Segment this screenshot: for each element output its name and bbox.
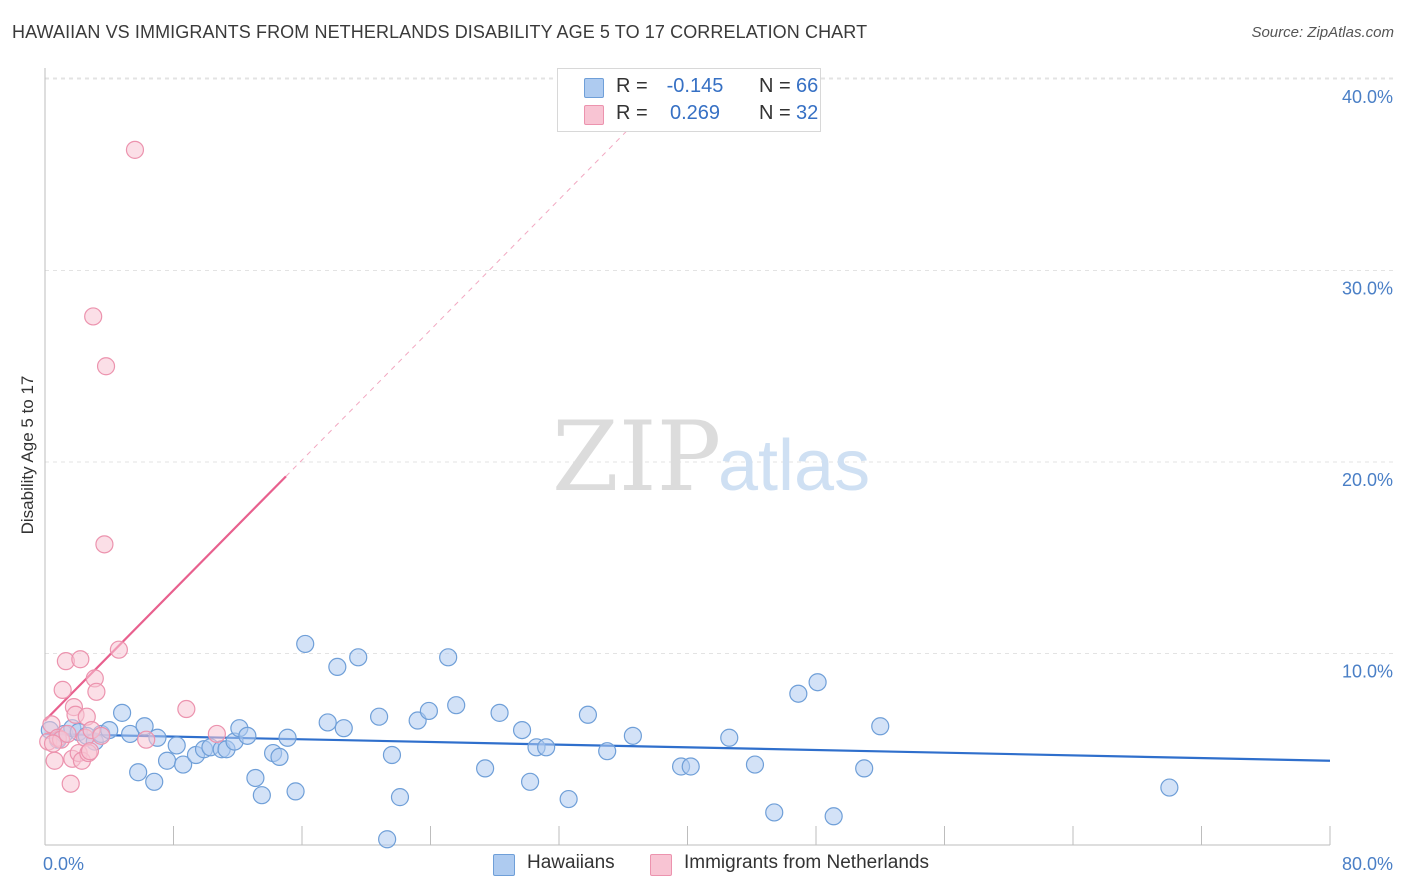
- hawaiian-point: [419, 701, 438, 721]
- netherlands-point: [87, 682, 106, 701]
- hawaiian-point: [623, 726, 642, 745]
- hawaiian-point: [476, 759, 495, 778]
- netherlands-trend-line: [44, 475, 287, 722]
- hawaiians-swatch: [584, 78, 604, 98]
- hawaiian-point: [382, 745, 402, 765]
- hawaiian-point: [559, 789, 578, 809]
- data-points: [39, 140, 1179, 849]
- y-tick-label: 40.0%: [1342, 87, 1393, 107]
- hawaiian-point: [121, 724, 140, 744]
- hawaiians-legend-label: Hawaiians: [527, 852, 615, 873]
- tick-labels: 10.0% 20.0% 30.0% 40.0% 0.0% 80.0%: [43, 87, 1393, 874]
- x-tick-label: 80.0%: [1342, 854, 1393, 874]
- netherlands-point: [137, 730, 156, 749]
- hawaiian-point: [578, 705, 598, 724]
- hawaiian-point: [537, 738, 556, 757]
- netherlands-point: [80, 742, 100, 761]
- hawaiian-point: [1160, 778, 1179, 797]
- netherlands-point: [92, 726, 111, 745]
- axes: [44, 68, 1331, 846]
- netherlands-point: [207, 724, 226, 744]
- hawaiian-point: [296, 634, 315, 654]
- hawaiian-point: [238, 726, 257, 745]
- hawaiian-point: [270, 747, 289, 767]
- hawaiian-point: [145, 772, 164, 791]
- watermark-atlas: atlas: [718, 426, 870, 506]
- netherlands-point: [109, 640, 128, 659]
- netherlands-point: [177, 699, 196, 719]
- hawaiians-legend-swatch: [493, 854, 515, 876]
- hawaiian-point: [318, 713, 337, 732]
- hawaiian-point: [174, 755, 193, 774]
- hawaiian-point: [745, 755, 765, 774]
- hawaiian-point: [598, 742, 617, 761]
- y-tick-label: 10.0%: [1342, 662, 1393, 682]
- hawaiian-point: [490, 703, 509, 722]
- netherlands-swatch: [584, 105, 604, 125]
- hawaiians-n-value: 66: [796, 75, 819, 97]
- netherlands-legend-label: Immigrants from Netherlands: [684, 852, 929, 873]
- y-tick-label: 20.0%: [1342, 470, 1393, 490]
- hawaiian-point: [390, 788, 410, 807]
- watermark: ZIP atlas: [552, 401, 870, 513]
- hawaiian-point: [824, 807, 843, 826]
- hawaiian-point: [681, 757, 700, 776]
- hawaiian-point: [349, 648, 368, 667]
- hawaiian-point: [789, 684, 808, 703]
- hawaiian-point: [286, 782, 305, 801]
- hawaiians-r-value: -0.145: [666, 75, 724, 97]
- netherlands-point: [53, 680, 72, 699]
- hawaiian-point: [765, 803, 784, 822]
- hawaiian-point: [278, 728, 297, 747]
- hawaiian-point: [328, 657, 347, 677]
- netherlands-point: [96, 357, 116, 376]
- gridlines: [45, 77, 1395, 654]
- x-tick-label: 0.0%: [43, 854, 84, 874]
- hawaiian-point: [112, 703, 132, 722]
- hawaiian-point: [512, 720, 532, 740]
- netherlands-point: [95, 535, 114, 554]
- hawaiian-point: [871, 717, 890, 736]
- chart-title: HAWAIIAN VS IMMIGRANTS FROM NETHERLANDS …: [12, 22, 868, 42]
- n-label: N =: [759, 102, 791, 124]
- hawaiian-point: [157, 751, 177, 770]
- netherlands-point: [125, 140, 145, 159]
- hawaiian-point: [370, 707, 389, 726]
- source-label: Source: ZipAtlas.com: [1251, 24, 1394, 41]
- netherlands-r-value: 0.269: [669, 102, 721, 124]
- hawaiian-point: [808, 673, 827, 692]
- hawaiian-point: [520, 772, 540, 791]
- netherlands-point: [45, 751, 64, 770]
- r-label: R =: [616, 75, 648, 97]
- correlation-legend: R = -0.145 N = 66 R = 0.269 N = 32: [557, 68, 821, 132]
- hawaiian-point: [252, 786, 271, 805]
- hawaiian-point: [855, 759, 874, 778]
- hawaiian-point: [129, 763, 148, 782]
- hawaiian-point: [720, 728, 739, 747]
- netherlands-point: [61, 774, 80, 793]
- netherlands-point: [84, 307, 103, 326]
- r-label: R =: [616, 102, 648, 124]
- n-label: N =: [759, 75, 791, 97]
- netherlands-n-value: 32: [796, 102, 819, 124]
- trend-lines: [44, 69, 1331, 762]
- hawaiian-point: [167, 736, 186, 755]
- watermark-zip: ZIP: [552, 401, 721, 513]
- hawaiian-point: [447, 696, 466, 715]
- hawaiian-point: [334, 719, 353, 738]
- hawaiians-trend-line: [44, 732, 1331, 762]
- netherlands-point: [43, 734, 63, 753]
- netherlands-point: [71, 650, 90, 669]
- hawaiian-point: [246, 768, 265, 788]
- netherlands-point: [58, 724, 77, 744]
- hawaiian-point: [378, 830, 397, 849]
- y-tick-label: 30.0%: [1342, 279, 1393, 299]
- netherlands-legend-swatch: [650, 854, 672, 876]
- hawaiian-point: [439, 648, 458, 667]
